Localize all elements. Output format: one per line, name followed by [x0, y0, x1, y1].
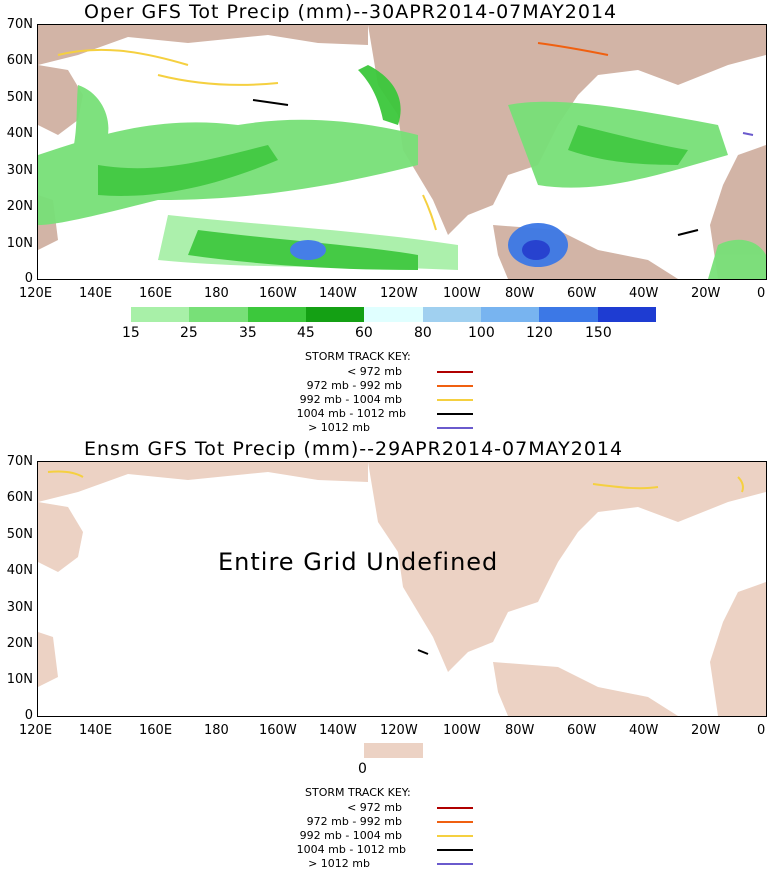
panel2-y-tick: 40N [6, 563, 33, 578]
panel2-x-tick: 140E [79, 723, 113, 738]
panel1-y-tick: 30N [6, 163, 33, 178]
storm-key-line [437, 821, 473, 823]
legend-label: 150 [585, 325, 612, 341]
legend-swatch [189, 307, 248, 322]
panel1-precip [38, 65, 766, 279]
legend-label: 15 [122, 325, 140, 341]
storm-key-line [437, 427, 473, 429]
legend-swatch [481, 307, 540, 322]
panel2-x-tick: 160E [139, 723, 173, 738]
legend-swatch [598, 307, 656, 322]
panel1-storm-tracks [57, 42, 754, 236]
panel1-x-tick: 120E [19, 286, 53, 301]
storm-key-line [437, 863, 473, 865]
legend-swatch [248, 307, 307, 322]
panel2-color-legend: 0 [358, 743, 424, 783]
panel1-x-tick: 160W [259, 286, 297, 301]
panel1-x-tick: 80W [505, 286, 535, 301]
storm-key-label: > 1012 mb [308, 857, 370, 870]
panel1-x-tick: 60W [567, 286, 597, 301]
storm-key-title: STORM TRACK KEY: [305, 786, 411, 799]
storm-key-line [437, 371, 473, 373]
legend-label: 60 [355, 325, 373, 341]
panel2-y-tick: 30N [6, 600, 33, 615]
panel1-storm-key: STORM TRACK KEY: < 972 mb 972 mb - 992 m… [240, 350, 490, 435]
storm-key-label: 972 mb - 992 mb [306, 379, 402, 392]
panel1-map [37, 24, 767, 280]
panel2-x-tick: 80W [505, 723, 535, 738]
storm-key-label: < 972 mb [347, 365, 402, 378]
panel1-x-tick: 100W [443, 286, 481, 301]
panel2-map-svg [38, 462, 766, 716]
legend-swatch [131, 307, 190, 322]
storm-key-label: 1004 mb - 1012 mb [296, 407, 406, 420]
storm-key-line [437, 835, 473, 837]
panel2-y-tick: 0 [24, 708, 33, 723]
panel1-x-tick: 140E [79, 286, 113, 301]
panel1-x-tick: 160E [139, 286, 173, 301]
panel1-y-tick: 10N [6, 236, 33, 251]
panel2-storm-tracks [47, 470, 744, 655]
panel2-x-tick: 0 [757, 723, 766, 738]
panel2-map: Entire Grid Undefined [37, 461, 767, 717]
panel2-x-tick: 120W [380, 723, 418, 738]
legend-label: 120 [526, 325, 553, 341]
storm-key-label: 992 mb - 1004 mb [299, 829, 402, 842]
legend-swatch [364, 307, 423, 322]
panel2-x-tick: 140W [319, 723, 357, 738]
panel2-y-tick: 20N [6, 636, 33, 651]
legend-swatch [539, 307, 598, 322]
legend-label: 80 [414, 325, 432, 341]
panel2-y-tick: 10N [6, 672, 33, 687]
legend-label: 35 [239, 325, 257, 341]
storm-key-label: > 1012 mb [308, 421, 370, 434]
panel1-y-tick: 70N [6, 17, 33, 32]
legend-swatch [306, 307, 365, 322]
panel1-y-tick: 0 [24, 271, 33, 286]
storm-key-line [437, 385, 473, 387]
storm-key-line [437, 807, 473, 809]
storm-key-title: STORM TRACK KEY: [305, 350, 411, 363]
panel1-y-tick: 20N [6, 199, 33, 214]
panel1-x-tick: 140W [319, 286, 357, 301]
storm-key-line [437, 849, 473, 851]
panel2-x-tick: 180 [204, 723, 229, 738]
panel2-x-tick: 60W [567, 723, 597, 738]
panel1-color-legend: 15 25 35 45 60 80 100 120 150 [122, 307, 656, 347]
storm-key-label: 992 mb - 1004 mb [299, 393, 402, 406]
panel2-x-tick: 100W [443, 723, 481, 738]
legend-swatch-zero [364, 743, 423, 758]
legend-label: 0 [358, 761, 367, 777]
legend-label: 100 [468, 325, 495, 341]
panel2-y-tick: 70N [6, 454, 33, 469]
panel1-y-tick: 60N [6, 53, 33, 68]
panel1-x-tick: 20W [691, 286, 721, 301]
storm-key-label: < 972 mb [347, 801, 402, 814]
undefined-grid-overlay: Entire Grid Undefined [218, 548, 499, 576]
panel1-y-tick: 40N [6, 126, 33, 141]
panel1-map-svg [38, 25, 766, 279]
legend-label: 45 [297, 325, 315, 341]
legend-label: 25 [180, 325, 198, 341]
panel2-storm-key: STORM TRACK KEY: < 972 mb 972 mb - 992 m… [240, 786, 490, 871]
panel2-x-tick: 20W [691, 723, 721, 738]
storm-key-line [437, 413, 473, 415]
panel1-x-tick: 40W [629, 286, 659, 301]
panel1-y-tick: 50N [6, 90, 33, 105]
panel1-x-tick: 0 [757, 286, 766, 301]
storm-key-label: 1004 mb - 1012 mb [296, 843, 406, 856]
panel2-title: Ensm GFS Tot Precip (mm)--29APR2014-07MA… [84, 438, 624, 460]
panel2-x-tick: 40W [629, 723, 659, 738]
storm-key-label: 972 mb - 992 mb [306, 815, 402, 828]
panel2-x-tick: 120E [19, 723, 53, 738]
panel1-x-tick: 120W [380, 286, 418, 301]
legend-swatch [423, 307, 482, 322]
panel2-land [38, 462, 766, 716]
storm-key-line [437, 399, 473, 401]
panel2-y-tick: 50N [6, 527, 33, 542]
panel1-title: Oper GFS Tot Precip (mm)--30APR2014-07MA… [84, 1, 618, 23]
panel2-y-tick: 60N [6, 490, 33, 505]
panel2-x-tick: 160W [259, 723, 297, 738]
panel1-x-tick: 180 [204, 286, 229, 301]
